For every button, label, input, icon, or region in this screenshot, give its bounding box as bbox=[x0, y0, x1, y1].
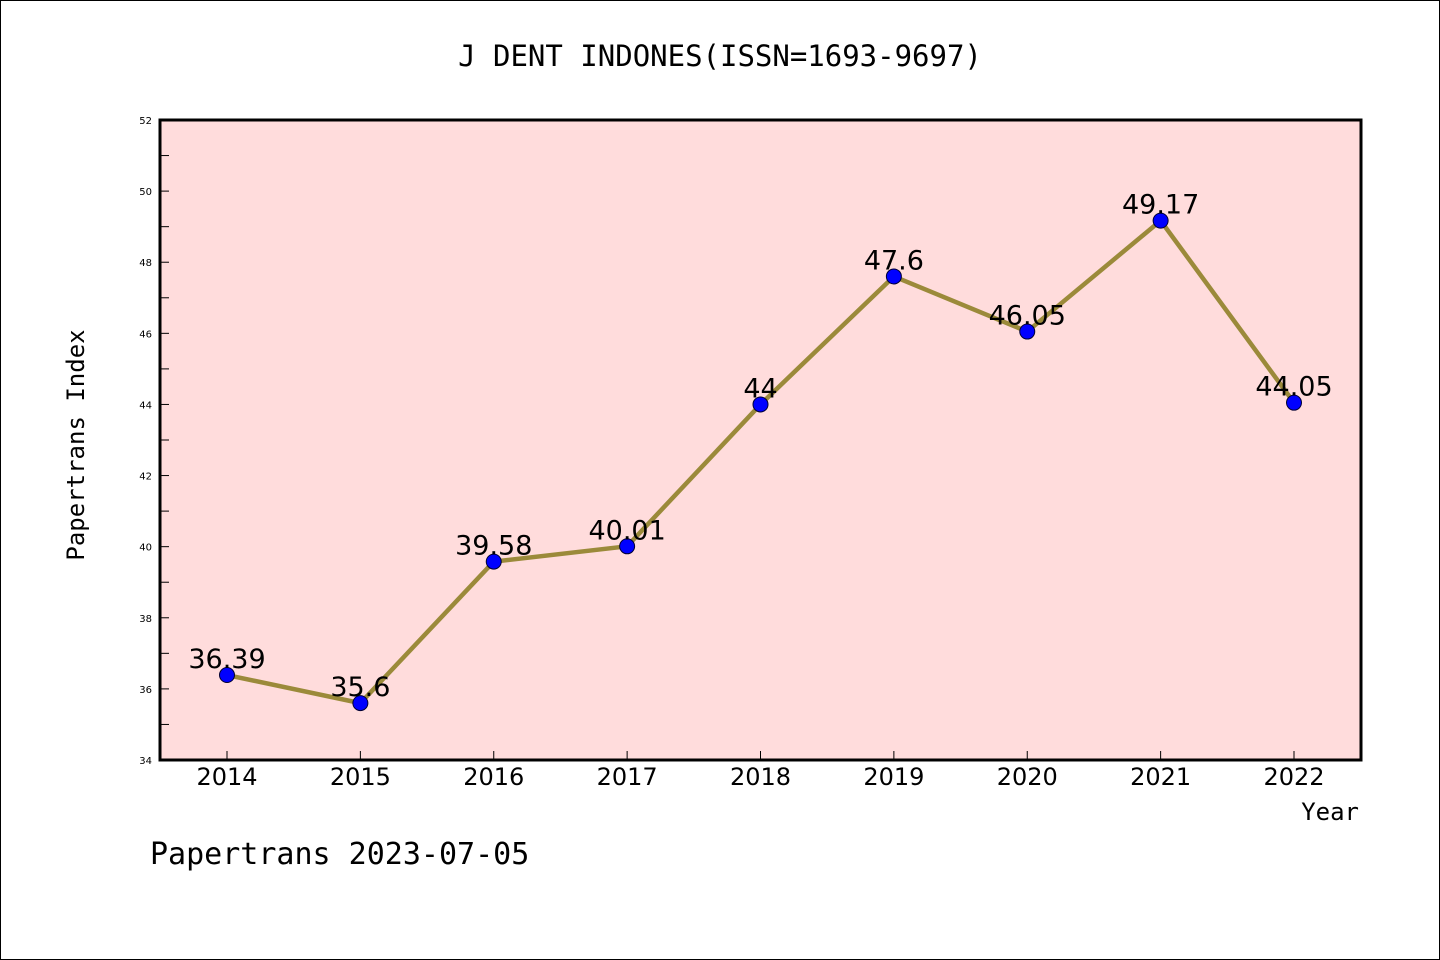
data-markers bbox=[219, 212, 1302, 712]
data-point bbox=[1019, 323, 1036, 340]
y-tick-label: 38 bbox=[139, 614, 152, 625]
x-tick-label: 2015 bbox=[330, 763, 391, 791]
data-point bbox=[885, 268, 902, 285]
x-tick-label: 2022 bbox=[1263, 763, 1324, 791]
data-point bbox=[1152, 212, 1169, 229]
y-tick-label: 36 bbox=[139, 685, 152, 696]
data-point bbox=[485, 553, 502, 570]
y-axis-label: Papertrans Index bbox=[62, 329, 90, 560]
data-label: 47.6 bbox=[864, 245, 924, 276]
y-tick-label: 46 bbox=[139, 329, 152, 340]
footer-text: Papertrans 2023-07-05 bbox=[150, 837, 529, 872]
data-label: 46.05 bbox=[989, 301, 1066, 332]
data-label: 49.17 bbox=[1122, 190, 1199, 221]
y-tick-label: 48 bbox=[139, 258, 152, 269]
data-label: 39.58 bbox=[455, 531, 532, 562]
data-label: 40.01 bbox=[588, 515, 665, 546]
data-point bbox=[1286, 394, 1302, 411]
x-tick-label: 2021 bbox=[1130, 763, 1191, 791]
x-axis: 2014 2015 2016 2017 2018 2019 2020 2021 2022 bbox=[196, 751, 1325, 791]
x-tick-label: 2017 bbox=[597, 763, 658, 791]
data-label: 44.05 bbox=[1255, 372, 1332, 403]
chart-title: J DENT INDONES(ISSN=1693-9697) bbox=[458, 39, 982, 73]
data-label: 36.39 bbox=[188, 644, 265, 675]
y-axis: 34 36 38 40 42 44 46 48 50 52 bbox=[139, 116, 169, 767]
data-point bbox=[619, 538, 636, 555]
data-point bbox=[752, 396, 769, 413]
x-tick-label: 2019 bbox=[863, 763, 924, 791]
x-tick-label: 2020 bbox=[997, 763, 1058, 791]
x-tick-label: 2016 bbox=[463, 763, 524, 791]
data-point bbox=[219, 667, 235, 684]
x-tick-label: 2014 bbox=[196, 763, 257, 791]
y-tick-label: 50 bbox=[139, 187, 152, 198]
y-tick-label: 44 bbox=[139, 400, 152, 411]
y-tick-label: 52 bbox=[139, 116, 152, 127]
y-tick-label: 40 bbox=[139, 543, 152, 554]
data-labels: 36.39 35.6 39.58 40.01 44 47.6 46.05 49.17 44.05 bbox=[188, 190, 1332, 703]
data-point bbox=[352, 695, 369, 712]
x-tick-label: 2018 bbox=[730, 763, 791, 791]
x-axis-label: Year bbox=[1301, 798, 1359, 826]
y-tick-label: 42 bbox=[139, 472, 152, 483]
data-label: 44 bbox=[743, 373, 777, 404]
y-tick-label: 34 bbox=[139, 756, 152, 767]
data-label: 35.6 bbox=[330, 672, 390, 703]
